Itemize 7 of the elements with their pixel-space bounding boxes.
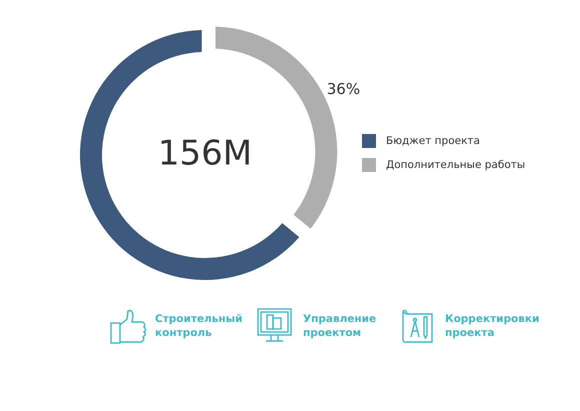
text: Строительный контроль (155, 313, 243, 339)
text: 156M (158, 133, 252, 174)
text: Управление проектом (303, 313, 376, 339)
data-label: 36% (326, 80, 360, 98)
legend-label: Дополнительные работы (386, 158, 526, 171)
legend-label: Бюджет проекта (386, 134, 480, 147)
text: Корректировки проекта (445, 313, 540, 339)
